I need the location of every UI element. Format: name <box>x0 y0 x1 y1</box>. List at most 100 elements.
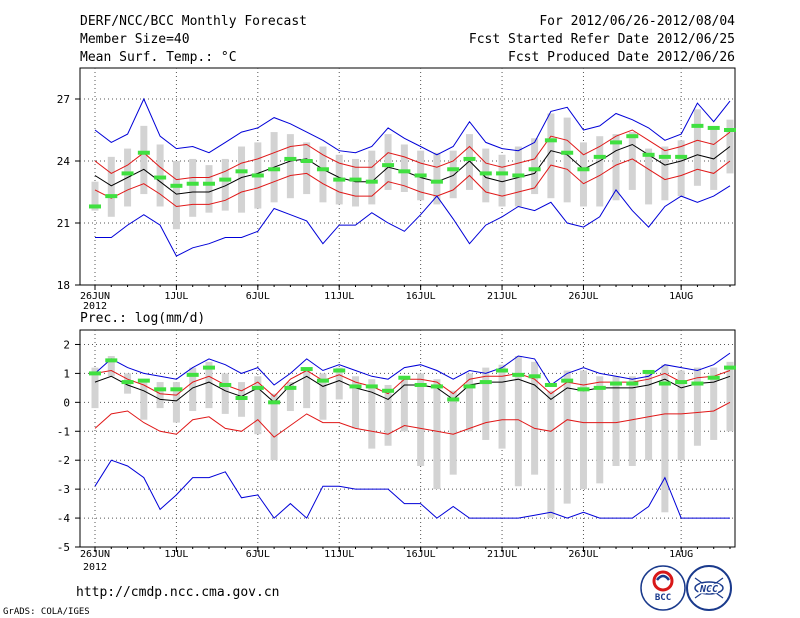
y-tick-label: -1 <box>57 425 70 438</box>
median-marker <box>626 134 639 139</box>
series-line-lower-red <box>94 401 731 438</box>
header-member-size: Member Size=40 <box>80 32 190 47</box>
median-marker <box>707 125 720 130</box>
median-marker <box>724 365 736 370</box>
ensemble-box <box>172 382 180 423</box>
precipitation-panel: -5 -4 -3 -2 -1 0 1 2 26JUN 1JUL 6JUL 11JUL 16JUL 21JU… <box>57 329 736 573</box>
header-start-date: Fcst Started Refer Date 2012/06/25 <box>469 32 735 47</box>
ensemble-box <box>368 150 376 205</box>
median-marker <box>382 163 395 168</box>
ensemble-box <box>221 373 229 414</box>
ensemble-box <box>531 361 539 475</box>
ensemble-box <box>368 379 376 449</box>
footer-url: http://cmdp.ncc.cma.gov.cn <box>76 585 280 600</box>
ensemble-box <box>270 393 278 461</box>
median-marker <box>186 181 199 186</box>
median-marker <box>447 167 460 172</box>
median-marker <box>610 381 623 386</box>
header-produced-date: Fcst Produced Date 2012/06/26 <box>508 50 735 65</box>
y-tick-label: -4 <box>57 512 71 525</box>
median-marker <box>691 123 704 128</box>
ncc-logo-line2-icon <box>694 577 724 599</box>
ensemble-box <box>221 158 229 211</box>
ensemble-box <box>547 113 555 199</box>
ncc-logo-text: NCC <box>699 584 718 595</box>
median-marker <box>349 384 362 389</box>
series-line-ensemble-mean <box>94 143 731 195</box>
median-marker <box>593 154 606 159</box>
median-marker <box>512 372 525 377</box>
ensemble-box <box>140 379 148 420</box>
median-marker <box>137 378 150 383</box>
median-marker <box>528 374 541 379</box>
ensemble-box <box>140 125 148 195</box>
header-right: For 2012/06/26-2012/08/04 Fcst Started R… <box>469 14 735 65</box>
ensemble-box <box>726 361 734 432</box>
median-marker <box>463 156 476 161</box>
ncc-logo-orbit-icon <box>694 581 724 595</box>
median-marker <box>251 385 264 390</box>
median-marker <box>154 387 167 392</box>
ensemble-box <box>547 390 555 519</box>
ensemble-box <box>596 136 604 207</box>
ensemble-box <box>352 158 360 207</box>
x-tick-label: 6JUL <box>246 291 270 302</box>
ensemble-box <box>433 152 441 205</box>
ensemble-box <box>677 140 685 197</box>
median-marker <box>675 380 688 385</box>
ensemble-box <box>352 376 360 429</box>
y-tick-label: -3 <box>57 483 70 496</box>
x-tick-label: 6JUL <box>246 549 270 560</box>
median-marker <box>219 382 232 387</box>
median-marker <box>268 400 281 405</box>
ensemble-box <box>612 376 620 466</box>
ensemble-box <box>645 148 653 205</box>
median-marker <box>724 128 736 132</box>
ensemble-box <box>156 382 164 409</box>
plot-frame <box>79 329 736 548</box>
series-line-upper-red <box>94 129 731 181</box>
header-variable: Mean Surf. Temp.: °C <box>80 50 237 65</box>
x-tick-label: 1AUG <box>669 291 693 302</box>
median-marker <box>316 167 329 172</box>
ensemble-box <box>91 367 99 409</box>
temperature-panel: 18 21 24 27 26JUN 1JUL 6JUL 11JUL 16JUL 21JUL 26JU… <box>57 67 736 312</box>
median-marker <box>202 181 215 186</box>
series-line-upper-blue <box>94 352 731 386</box>
x-tick-label: 21JUL <box>487 549 517 560</box>
median-marker <box>430 179 443 184</box>
y-tick-label: -2 <box>57 454 70 467</box>
median-marker <box>284 385 297 390</box>
precip-panel-title: Prec.: log(mm/d) <box>80 311 205 326</box>
median-marker <box>300 159 313 163</box>
median-marker <box>496 171 509 176</box>
y-tick-label: -5 <box>57 541 70 554</box>
ncc-logo: NCC <box>686 565 732 611</box>
median-marker <box>300 367 313 372</box>
x-tick-label: 1JUL <box>164 291 188 302</box>
x-year-label: 2012 <box>83 562 107 573</box>
ensemble-box <box>107 156 115 217</box>
ensemble-box <box>628 132 636 190</box>
ensemble-box <box>286 382 294 412</box>
ensemble-box <box>628 376 636 466</box>
median-marker <box>170 387 183 392</box>
median-marker <box>333 177 346 182</box>
header-left: DERF/NCC/BCC Monthly Forecast Member Siz… <box>80 14 307 65</box>
ensemble-box <box>498 154 506 207</box>
bcc-logo: BCC <box>640 565 686 611</box>
series-line-lower-red <box>94 158 731 208</box>
median-marker <box>89 371 101 376</box>
median-marker <box>121 380 134 385</box>
series-line-lower-blue <box>95 185 731 257</box>
x-tick-label: 11JUL <box>324 291 354 302</box>
median-marker <box>170 183 183 188</box>
median-marker <box>642 369 655 374</box>
median-marker <box>382 388 395 393</box>
median-marker <box>137 150 150 155</box>
median-marker <box>479 380 492 385</box>
median-marker <box>658 381 671 386</box>
ensemble-box <box>465 373 473 432</box>
